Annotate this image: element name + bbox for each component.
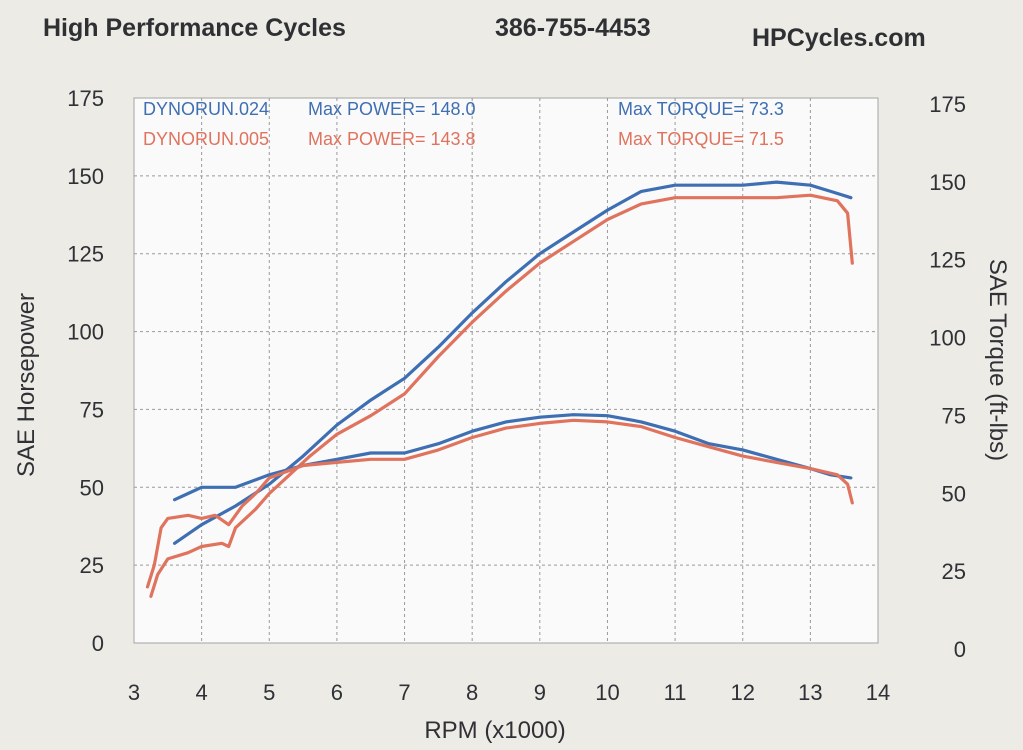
legend-run2-torque: Max TORQUE= 71.5 [618, 129, 784, 149]
run2-power-line [149, 193, 854, 598]
company-name: High Performance Cycles [43, 14, 346, 42]
phone-number: 386-755-4453 [495, 14, 651, 42]
y-tick-label: 150 [67, 164, 104, 189]
legend-run1-torque: Max TORQUE= 73.3 [618, 99, 784, 119]
y2-tick-label: 125 [929, 248, 966, 273]
x-tick-label: 12 [730, 680, 754, 705]
x-tick-label: 7 [398, 680, 410, 705]
x-tick-label: 14 [866, 680, 890, 705]
y2-tick-label: 150 [929, 170, 966, 195]
x-tick-label: 3 [128, 680, 140, 705]
y-tick-label: 50 [80, 475, 104, 500]
y2-tick-label: 75 [942, 403, 966, 428]
grid [134, 98, 878, 643]
y2-tick-label: 100 [929, 326, 966, 351]
legend-run2-name: DYNORUN.005 [143, 129, 269, 149]
x-tick-label: 8 [466, 680, 478, 705]
x-tick-label: 10 [595, 680, 619, 705]
y-axis-label: SAE Horsepower [13, 293, 40, 477]
series [145, 180, 854, 598]
run1-torque-line [173, 413, 853, 502]
run2-torque-line [145, 418, 854, 589]
legend-run1-power: Max POWER= 148.0 [308, 99, 476, 119]
tick-labels: 3 4 5 6 7 8 9 10 11 12 13 14 0 25 50 75 100 125 150 175 0 25 5… [67, 86, 966, 705]
x-tick-label: 9 [534, 680, 546, 705]
plot-area [133, 97, 879, 644]
y-tick-label: 125 [67, 242, 104, 267]
x-tick-label: 5 [263, 680, 275, 705]
x-tick-label: 13 [798, 680, 822, 705]
y-tick-label: 100 [67, 320, 104, 345]
legend-run1-name: DYNORUN.024 [143, 99, 269, 119]
y2-tick-label: 25 [942, 559, 966, 584]
y-tick-label: 0 [92, 631, 104, 656]
legend: DYNORUN.024 Max POWER= 148.0 Max TORQUE=… [143, 99, 784, 149]
y-tick-label: 175 [67, 86, 104, 111]
y-tick-label: 25 [80, 553, 104, 578]
website: HPCycles.com [752, 24, 926, 52]
legend-run2-power: Max POWER= 143.8 [308, 129, 476, 149]
x-tick-label: 4 [196, 680, 208, 705]
x-axis-label: RPM (x1000) [424, 717, 565, 744]
y-tick-label: 75 [80, 397, 104, 422]
x-tick-label: 11 [664, 680, 687, 705]
y2-axis-label: SAE Torque (ft-lbs) [984, 259, 1011, 461]
x-tick-label: 6 [331, 680, 343, 705]
y2-tick-label: 50 [942, 481, 966, 506]
y2-tick-label: 0 [954, 637, 966, 662]
y2-tick-label: 175 [929, 92, 966, 117]
